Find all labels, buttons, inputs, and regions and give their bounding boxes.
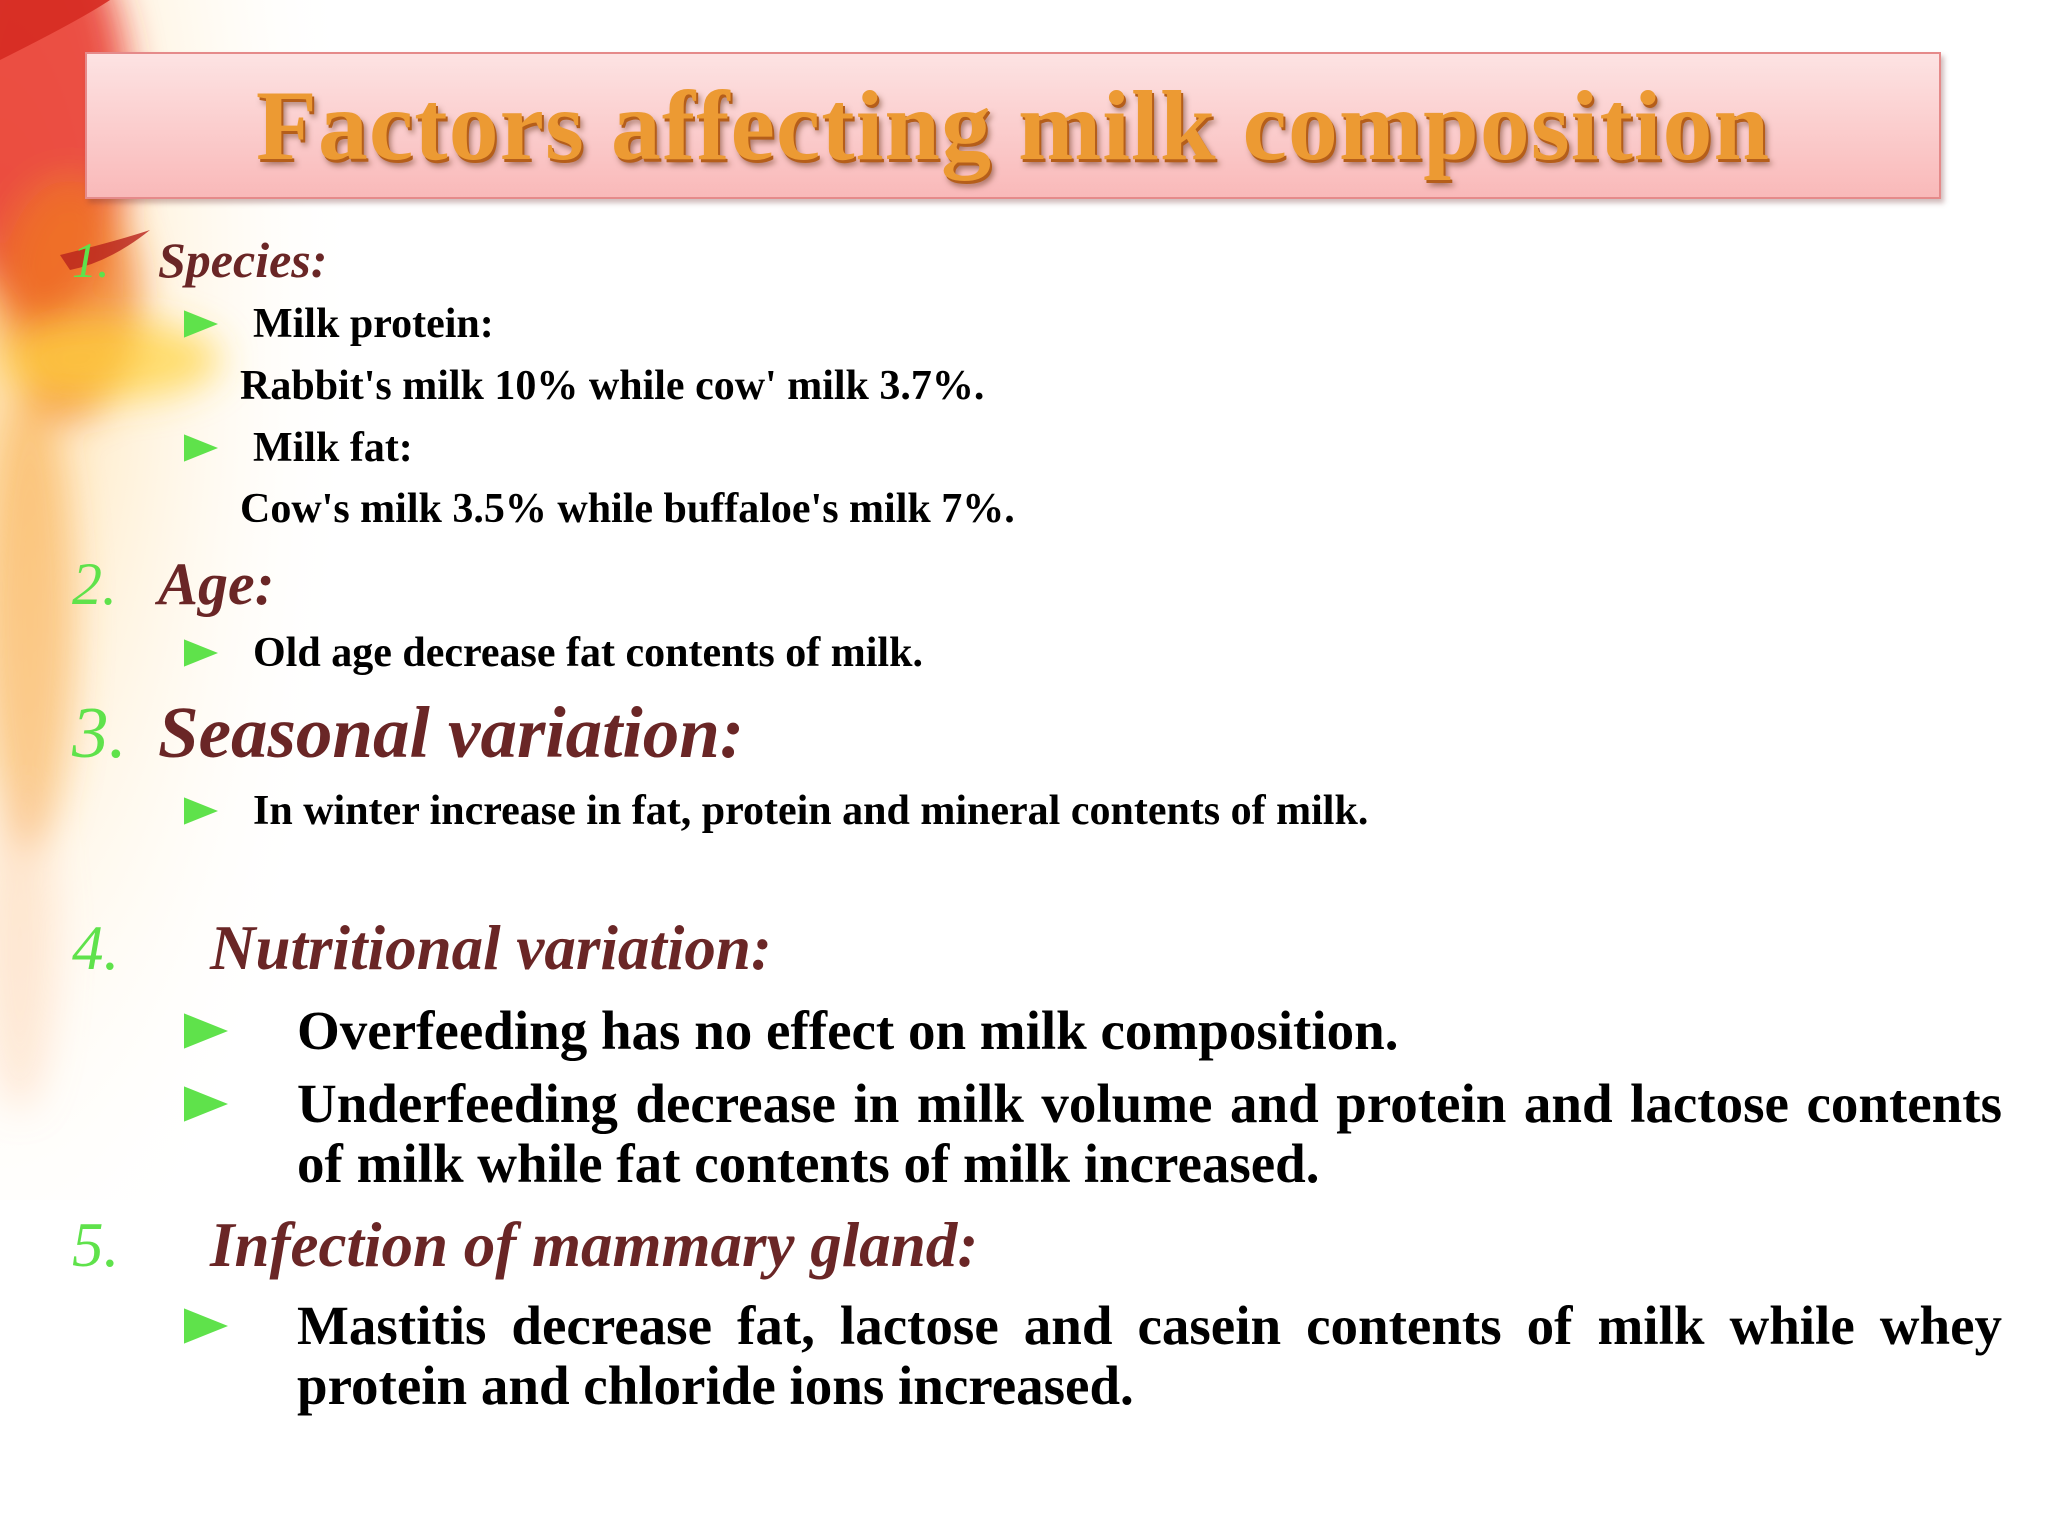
bullet-arrow [184, 797, 218, 825]
bullet-detail: Rabbit's milk 10% while cow' milk 3.7%. [240, 362, 985, 409]
bullet-arrow [184, 1308, 228, 1344]
slide-title: Factors affecting milk composition [255, 70, 1771, 181]
section-number: 4. [72, 912, 120, 983]
section-number: 3. [72, 692, 127, 773]
bullet-text: Mastitis decrease fat, lactose and casei… [297, 1294, 2002, 1417]
section-number: 5. [72, 1209, 120, 1280]
bullet-text: Overfeeding has no effect on milk compos… [297, 1000, 1399, 1061]
bullet-arrow [184, 310, 218, 338]
bullet-arrow [184, 434, 218, 462]
title-banner: Factors affecting milk composition [85, 52, 1941, 199]
bullet-text: Milk protein: [253, 300, 494, 347]
bullet-text: In winter increase in fat, protein and m… [253, 787, 1369, 834]
bullet-text: Milk fat: [253, 424, 413, 471]
bullet-arrow [184, 1086, 228, 1122]
bullet-arrow [184, 639, 218, 667]
bullet-detail: Cow's milk 3.5% while buffaloe's milk 7%… [240, 485, 1015, 532]
section-number: 1. [72, 232, 110, 288]
section-heading: Nutritional variation: [210, 912, 772, 983]
section-heading: Age: [158, 551, 275, 617]
section-heading: Infection of mammary gland: [210, 1209, 979, 1280]
bullet-text: Underfeeding decrease in milk volume and… [297, 1072, 2002, 1195]
section-number: 2. [72, 551, 117, 617]
section-heading: Seasonal variation: [158, 692, 745, 773]
section-heading: Species: [158, 232, 328, 288]
bullet-text: Old age decrease fat contents of milk. [253, 629, 923, 676]
bullet-arrow [184, 1013, 228, 1049]
